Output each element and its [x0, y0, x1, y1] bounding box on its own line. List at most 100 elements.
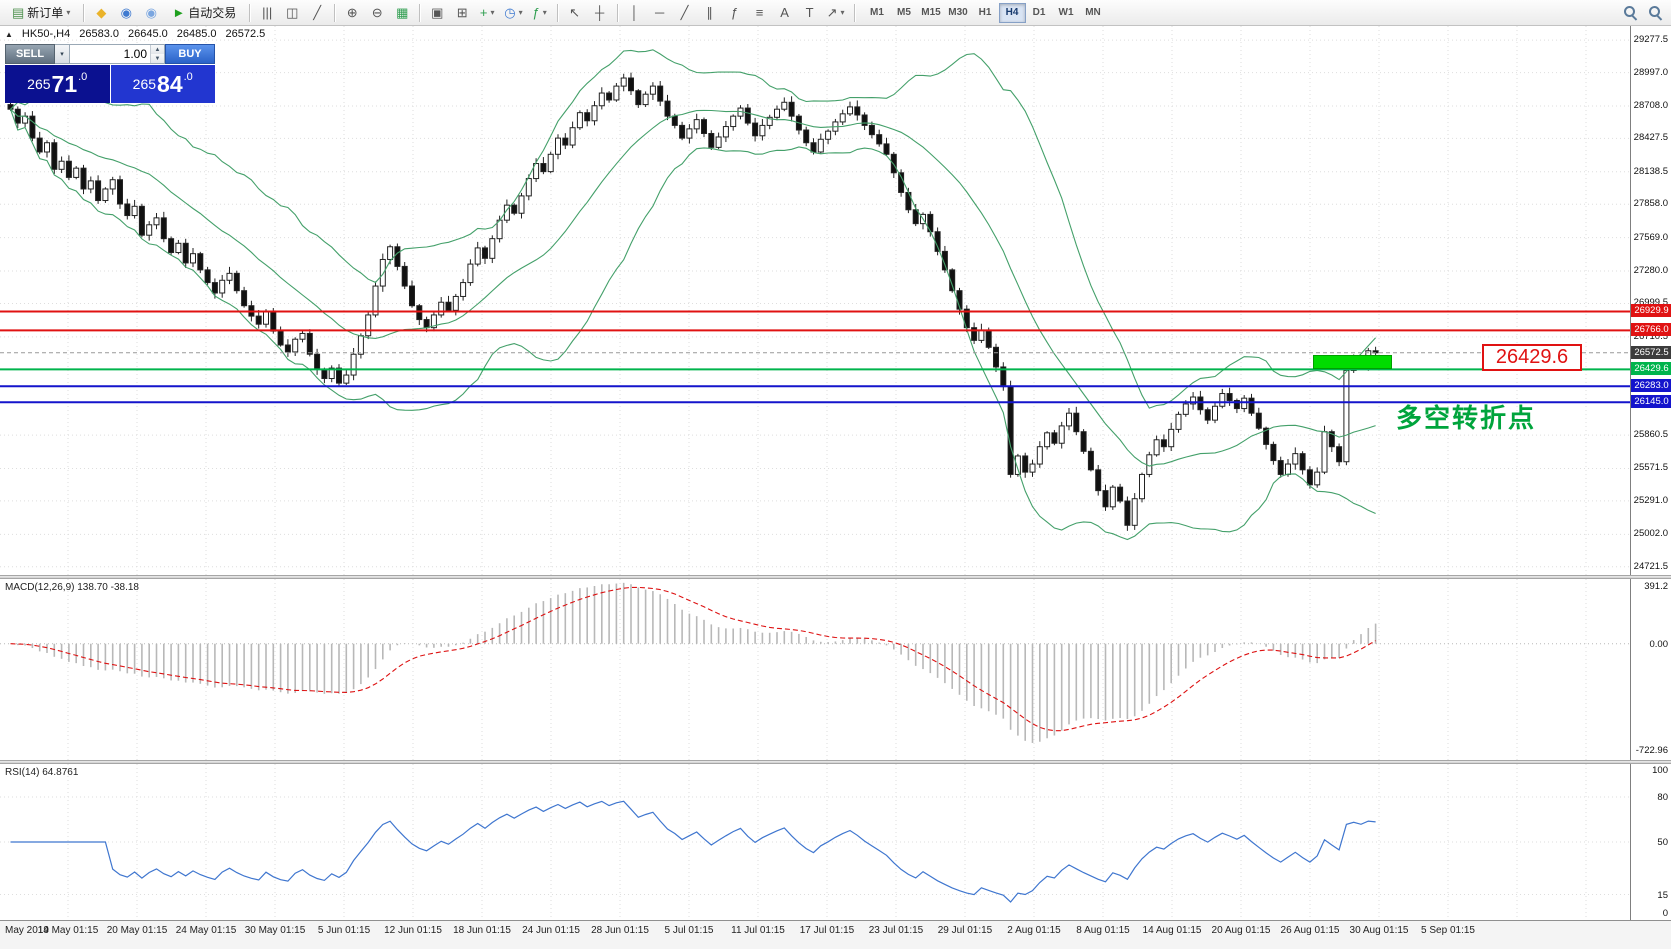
timeframe-w1[interactable]: W1	[1058, 7, 1074, 18]
time-axis-label: 20 May 01:15	[106, 925, 168, 936]
price-tag[interactable]: 26766.0	[1631, 323, 1671, 337]
time-axis-label: 14 May 01:15	[37, 925, 99, 936]
volume-dropdown[interactable]: ▾	[55, 44, 70, 64]
panel-splitter[interactable]	[0, 575, 1671, 579]
sell-button[interactable]: SELL	[5, 44, 55, 64]
main-chart-plot[interactable]	[0, 26, 1630, 575]
one-click-toggle-icon[interactable]: ▲	[5, 29, 13, 39]
volume-box: ▲ ▼	[70, 44, 165, 64]
shapes-button[interactable]: ↗ ▾	[823, 2, 849, 24]
rsi-label: RSI(14) 64.8761	[5, 767, 79, 778]
vertical-line-icon[interactable]: │	[623, 2, 647, 24]
timeframe-h1[interactable]: H1	[978, 7, 992, 18]
search-icon[interactable]	[1618, 2, 1642, 24]
price-tag[interactable]: 26929.9	[1631, 304, 1671, 318]
volume-down-icon[interactable]: ▼	[151, 54, 164, 63]
toolbar-separator	[334, 3, 336, 22]
volume-up-icon[interactable]: ▲	[151, 45, 164, 54]
rsi-scale[interactable]: 100 80 50 15 0	[1630, 764, 1671, 920]
equidistant-channel-icon: ∥	[706, 5, 713, 20]
trendline-icon[interactable]: ╱	[673, 2, 697, 24]
horizontal-line-icon[interactable]: ─	[648, 2, 672, 24]
notifications-icon[interactable]: ◉	[139, 2, 163, 24]
find-symbol-icon	[1648, 6, 1662, 19]
y-axis-label: 29277.5	[1633, 34, 1668, 46]
price-tag[interactable]: 26145.0	[1631, 395, 1671, 409]
macd-label: MACD(12,26,9) 138.70 -38.18	[5, 582, 139, 593]
y-axis-label: 27569.0	[1633, 231, 1668, 243]
label-icon[interactable]: T	[798, 2, 822, 24]
buy-button[interactable]: BUY	[165, 44, 215, 64]
price-chart-canvas[interactable]	[0, 26, 1630, 575]
profiles-button[interactable]: ◷ ▾	[500, 2, 526, 24]
line-chart-icon[interactable]: ╱	[305, 2, 329, 24]
strategy-tester-icon[interactable]: ▦	[390, 2, 414, 24]
y-axis-label: 25291.0	[1633, 494, 1668, 506]
zoom-in-icon[interactable]: ⊕	[340, 2, 364, 24]
y-axis-label: 24721.5	[1633, 560, 1668, 572]
rsi-scale-label: 80	[1657, 792, 1668, 803]
highlight-rectangle[interactable]	[1313, 355, 1392, 369]
rsi-panel: RSI(14) 64.8761 100 80 50 15 0	[0, 764, 1671, 920]
time-axis-label: 30 Aug 01:15	[1349, 925, 1409, 936]
toolbar-separator	[556, 3, 558, 22]
timeframe-mn[interactable]: MN	[1085, 7, 1101, 18]
timeframe-d1[interactable]: D1	[1032, 7, 1046, 18]
zoom-out-icon[interactable]: ⊖	[365, 2, 389, 24]
sell-price-display[interactable]: 265 71 .0	[5, 65, 110, 103]
metaeditor-icon[interactable]: ◆	[89, 2, 113, 24]
text-icon[interactable]: A	[773, 2, 797, 24]
time-axis-label: 18 Jun 01:15	[453, 925, 511, 936]
volume-input[interactable]	[70, 45, 150, 63]
equidistant-channel-icon[interactable]: ∥	[698, 2, 722, 24]
macd-canvas[interactable]	[0, 579, 1630, 760]
macd-scale[interactable]: 391.2 0.00 -722.96	[1630, 579, 1671, 760]
timeframe-h4[interactable]: H4	[998, 2, 1026, 23]
time-axis-label: 24 Jun 01:15	[522, 925, 580, 936]
new-order-button[interactable]: ▤ 新订单 ▾	[4, 2, 78, 24]
timeframe-m1[interactable]: M1	[870, 7, 884, 18]
y-axis-label: 25860.5	[1633, 429, 1668, 441]
time-axis-label: 29 Jul 01:15	[937, 925, 993, 936]
autotrading-button[interactable]: ► 自动交易	[164, 2, 244, 24]
find-symbol-icon[interactable]	[1643, 2, 1667, 24]
macd-scale-label: 391.2	[1644, 581, 1668, 593]
buy-price-display[interactable]: 265 84 .0	[110, 65, 215, 103]
price-scale[interactable]: 29277.5 28997.0 28708.0 28427.5 28138.5 27858…	[1630, 26, 1671, 575]
macd-plot[interactable]	[0, 579, 1630, 760]
timeframe-m5[interactable]: M5	[897, 7, 911, 18]
autotrading-button-label: 自动交易	[188, 6, 237, 20]
price-tag[interactable]: 26429.6	[1631, 362, 1671, 376]
timeframe-m30[interactable]: M30	[948, 7, 968, 18]
candlestick-chart-icon[interactable]: ◫	[280, 2, 304, 24]
rsi-plot[interactable]	[0, 764, 1630, 920]
rsi-canvas[interactable]	[0, 764, 1630, 920]
price-tag[interactable]: 26572.5	[1631, 345, 1671, 359]
objects-list-icon[interactable]: ≡	[748, 2, 772, 24]
price-tag[interactable]: 26283.0	[1631, 379, 1671, 393]
fibonacci-icon[interactable]: ƒ	[723, 2, 747, 24]
turning-point-annotation[interactable]: 多空转折点	[1396, 403, 1537, 433]
profiles-icon: ◷	[504, 5, 516, 20]
price-callout-label[interactable]: 26429.6	[1482, 344, 1582, 371]
timeframe-m15[interactable]: M15	[921, 7, 941, 18]
time-axis[interactable]: May 2019 14 May 01:15 20 May 01:15 24 May 0…	[0, 920, 1671, 949]
one-click-trading-panel: SELL ▾ ▲ ▼ BUY 265 71 .0 265	[5, 44, 215, 103]
crosshair-icon[interactable]: ┼	[588, 2, 612, 24]
search-icon	[1623, 6, 1637, 19]
bar-chart-icon[interactable]: |||	[255, 2, 279, 24]
toolbar-separator	[249, 3, 251, 22]
cascade-windows-icon[interactable]: ▣	[425, 2, 449, 24]
sell-price-prefix: 265	[27, 76, 51, 92]
community-icon[interactable]: ◉	[114, 2, 138, 24]
tile-windows-icon[interactable]: ⊞	[450, 2, 474, 24]
panel-splitter[interactable]	[0, 760, 1671, 764]
ohlc-open: 26583.0	[79, 28, 119, 40]
cursor-icon[interactable]: ↖	[563, 2, 587, 24]
new-chart-button[interactable]: + ▾	[475, 2, 499, 24]
chevron-down-icon: ▾	[490, 8, 495, 17]
indicators-button[interactable]: ƒ ▾	[528, 2, 552, 24]
sell-price-fraction: .0	[78, 71, 88, 83]
new-order-button-label: 新订单	[27, 6, 64, 20]
